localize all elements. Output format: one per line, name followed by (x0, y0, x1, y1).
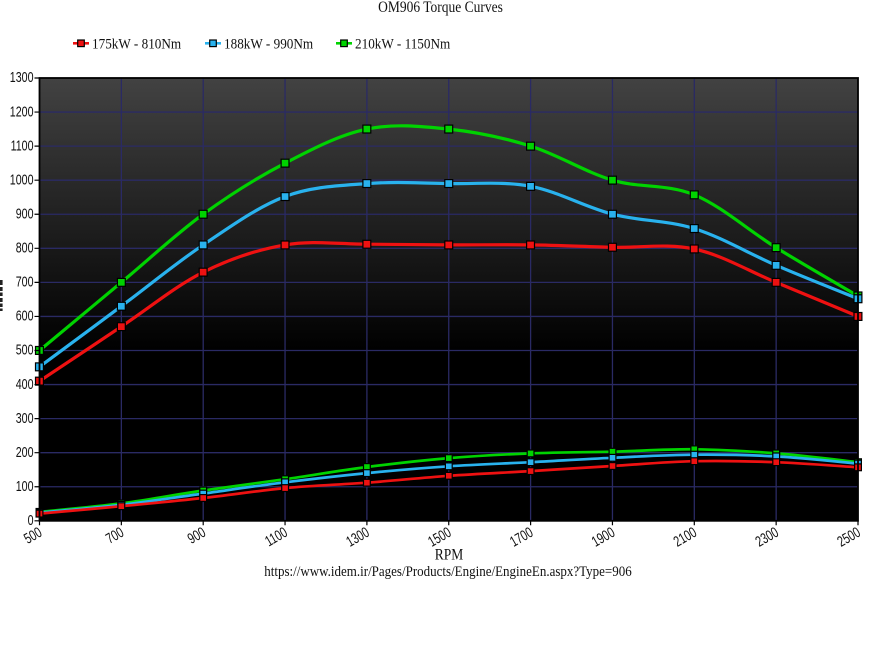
svg-text:OM906 Torque Curves: OM906 Torque Curves (378, 0, 503, 16)
svg-text:1100: 1100 (11, 137, 34, 154)
svg-text:700: 700 (16, 273, 34, 290)
svg-text:100: 100 (16, 477, 34, 494)
svg-text:RPM: RPM (435, 547, 464, 564)
svg-text:800: 800 (16, 239, 34, 256)
svg-text:2500: 2500 (834, 523, 863, 550)
svg-text:188kW - 990Nm: 188kW - 990Nm (224, 36, 313, 53)
svg-text:200: 200 (16, 443, 34, 460)
svg-text:0: 0 (28, 511, 34, 528)
svg-text:400: 400 (16, 375, 34, 392)
svg-text:1900: 1900 (589, 523, 618, 550)
svg-text:2300: 2300 (752, 523, 781, 550)
svg-text:210kW - 1150Nm: 210kW - 1150Nm (355, 36, 450, 53)
svg-text:1200: 1200 (10, 102, 34, 119)
svg-text:1300: 1300 (343, 523, 372, 550)
svg-text:https://www.idem.ir/Pages/Prod: https://www.idem.ir/Pages/Products/Engin… (264, 564, 631, 580)
svg-text:500: 500 (16, 341, 34, 358)
svg-text:2100: 2100 (670, 523, 699, 550)
svg-text:500: 500 (21, 523, 45, 547)
svg-text:1700: 1700 (507, 523, 536, 550)
svg-text:700: 700 (103, 523, 127, 547)
svg-text:900: 900 (16, 205, 34, 222)
svg-text:600: 600 (16, 307, 34, 324)
svg-text:300: 300 (16, 409, 34, 426)
svg-text:1300: 1300 (10, 68, 34, 85)
svg-text:1100: 1100 (262, 523, 290, 549)
svg-text:900: 900 (184, 523, 208, 547)
svg-text:175kW - 810Nm: 175kW - 810Nm (92, 36, 181, 53)
svg-text:1000: 1000 (10, 171, 34, 188)
